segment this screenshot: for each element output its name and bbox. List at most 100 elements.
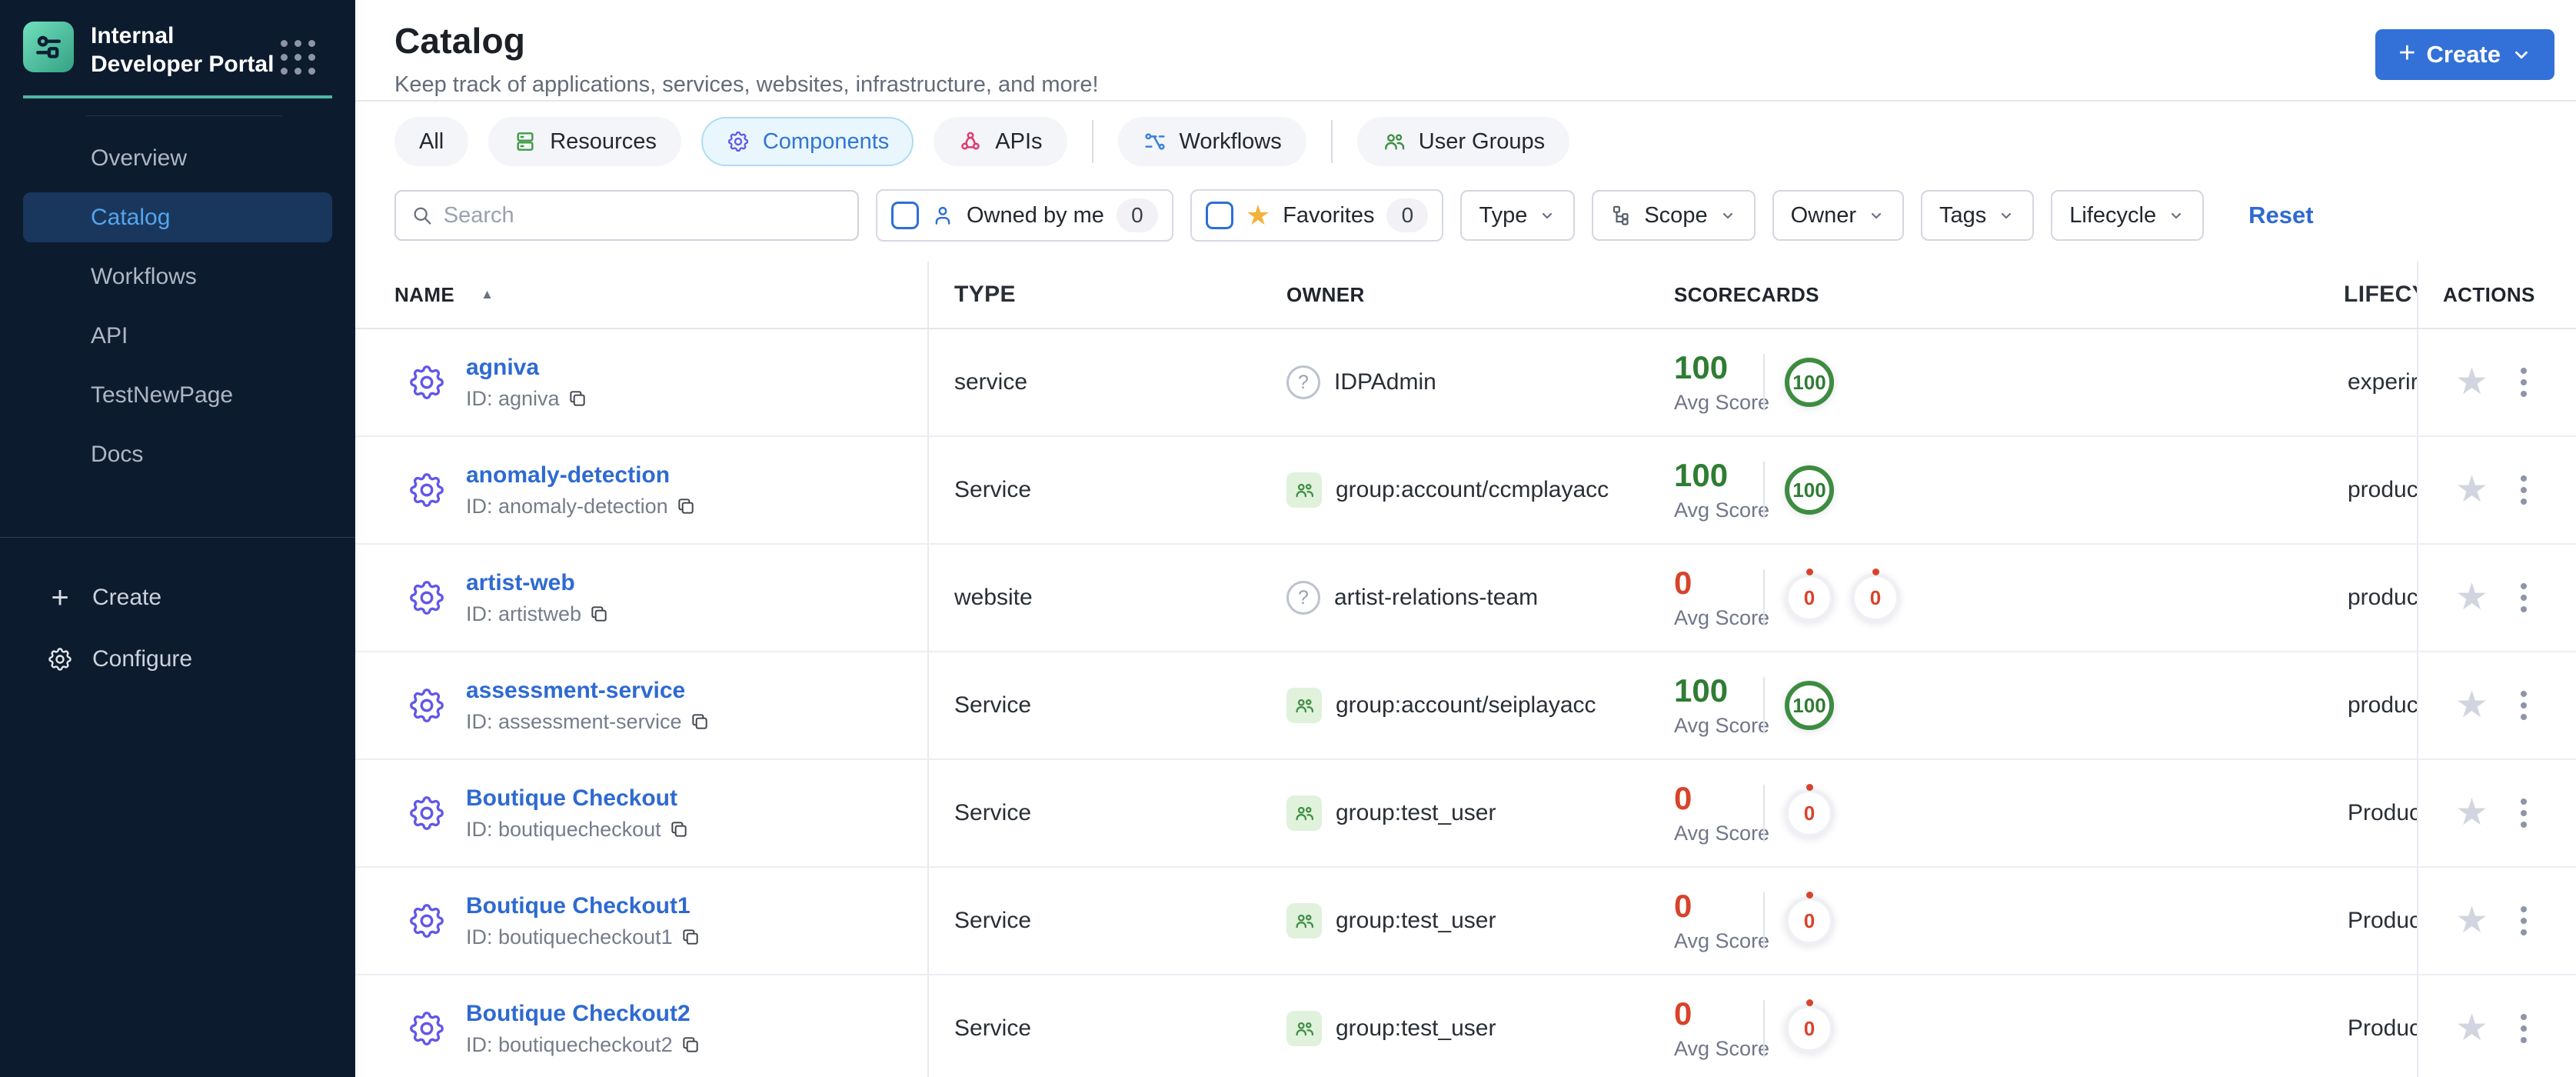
column-header-owner[interactable]: OWNER <box>1286 282 1365 306</box>
tab-user-groups[interactable]: User Groups <box>1356 117 1570 166</box>
column-header-name[interactable]: NAME ▲ <box>355 262 929 328</box>
kebab-menu-icon[interactable] <box>2516 1009 2531 1048</box>
row-name-link[interactable]: Boutique Checkout <box>466 785 677 811</box>
row-name-link[interactable]: anomaly-detection <box>466 462 671 488</box>
favorites-checkbox[interactable] <box>1205 202 1233 229</box>
copy-icon[interactable] <box>681 1035 701 1055</box>
scorecard-badge[interactable]: 100 <box>1785 358 1834 407</box>
favorite-star-icon[interactable]: ★ <box>2455 1008 2489 1049</box>
kebab-menu-icon[interactable] <box>2516 902 2531 940</box>
row-name-link[interactable]: artist-web <box>466 569 575 595</box>
table-row[interactable]: agniva ID: agniva service ? <box>355 329 2576 437</box>
page-title: Catalog <box>394 21 526 61</box>
table-row[interactable]: anomaly-detection ID: anomaly-detection … <box>355 437 2576 545</box>
sidebar-item-overview[interactable]: Overview <box>91 145 188 171</box>
row-name-link[interactable]: agniva <box>466 354 540 380</box>
row-id-line: ID: boutiquecheckout2 <box>466 1033 701 1057</box>
apps-grid-icon[interactable] <box>281 40 315 75</box>
copy-icon[interactable] <box>690 712 710 732</box>
copy-icon[interactable] <box>567 388 587 408</box>
sidebar-item-api[interactable]: API <box>91 322 128 348</box>
scorecard-badge[interactable]: 0 <box>1785 784 1834 838</box>
kebab-menu-icon[interactable] <box>2516 471 2531 509</box>
favorites-label: Favorites <box>1283 202 1375 228</box>
copy-icon[interactable] <box>676 496 696 516</box>
actions-cell: ★ <box>2418 975 2576 1077</box>
name-cell: Boutique Checkout2 ID: boutiquecheckout2 <box>355 975 929 1077</box>
table-row[interactable]: artist-web ID: artistweb website ? <box>355 545 2576 652</box>
sidebar-item-testnewpage[interactable]: TestNewPage <box>91 382 234 408</box>
tab-apis[interactable]: APIs <box>934 117 1067 166</box>
favorite-star-icon[interactable]: ★ <box>2455 362 2489 402</box>
create-button[interactable]: + Create <box>2375 29 2554 80</box>
table-row[interactable]: Boutique Checkout ID: boutiquecheckout S… <box>355 760 2576 868</box>
sidebar-item-docs[interactable]: Docs <box>91 441 144 467</box>
favorite-star-icon[interactable]: ★ <box>2455 792 2489 833</box>
tab-all[interactable]: All <box>394 117 469 166</box>
column-header-lifecycle[interactable]: LIFECYC <box>2330 262 2418 328</box>
kebab-menu-icon[interactable] <box>2516 363 2531 402</box>
tab-components[interactable]: Components <box>701 117 914 166</box>
scorecard-badge[interactable]: 0 <box>1785 569 1834 622</box>
lifecycle-dropdown[interactable]: Lifecycle <box>2051 190 2205 241</box>
table-row[interactable]: Boutique Checkout2 ID: boutiquecheckout2… <box>355 975 2576 1077</box>
sidebar-create-button[interactable]: + Create <box>0 567 355 629</box>
reset-filters-link[interactable]: Reset <box>2248 202 2314 228</box>
type-dropdown[interactable]: Type <box>1460 190 1576 241</box>
owner-dropdown[interactable]: Owner <box>1772 190 1904 241</box>
column-header-scorecards[interactable]: SCORECARDS <box>1674 282 1819 306</box>
row-name-link[interactable]: Boutique Checkout2 <box>466 1000 691 1026</box>
owner-cell: ? group:account/seiplayacc <box>1273 652 1657 759</box>
tags-dropdown[interactable]: Tags <box>1921 190 2035 241</box>
tab-resources[interactable]: Resources <box>488 117 681 166</box>
scorecard-badge[interactable]: 100 <box>1785 681 1834 730</box>
row-id: ID: boutiquecheckout2 <box>466 1032 673 1056</box>
tags-dropdown-label: Tags <box>1939 202 1987 228</box>
component-gear-icon <box>410 904 444 938</box>
favorites-filter[interactable]: ★ Favorites 0 <box>1190 189 1444 242</box>
scorecard-badge[interactable]: 0 <box>1851 569 1900 622</box>
group-owner-icon <box>1286 688 1322 723</box>
copy-icon[interactable] <box>669 819 689 839</box>
page-header: Catalog Keep track of applications, serv… <box>355 0 2576 102</box>
table-row[interactable]: Boutique Checkout1 ID: boutiquecheckout1… <box>355 868 2576 975</box>
catalog-table: NAME ▲ TYPE OWNER SCORECARDS LIFECYC ACT… <box>355 262 2576 1077</box>
owned-by-me-filter[interactable]: Owned by me 0 <box>876 189 1173 242</box>
row-name-link[interactable]: Boutique Checkout1 <box>466 892 691 919</box>
favorite-star-icon[interactable]: ★ <box>2455 577 2489 618</box>
kebab-menu-icon[interactable] <box>2516 579 2531 617</box>
search-input[interactable] <box>443 202 842 228</box>
scope-dropdown[interactable]: Scope <box>1592 190 1756 241</box>
sidebar-item-workflows[interactable]: Workflows <box>91 263 197 289</box>
favorite-star-icon[interactable]: ★ <box>2455 685 2489 725</box>
table-row[interactable]: assessment-service ID: assessment-servic… <box>355 652 2576 760</box>
sidebar-configure-button[interactable]: Configure <box>0 629 355 690</box>
avg-score-label: Avg Score <box>1674 605 1770 629</box>
scorecard-badge[interactable]: 0 <box>1785 999 1834 1053</box>
kebab-menu-icon[interactable] <box>2516 794 2531 832</box>
name-cell: anomaly-detection ID: anomaly-detection <box>355 437 929 543</box>
row-name-link[interactable]: assessment-service <box>466 677 686 703</box>
row-lifecycle: produc <box>2348 477 2418 502</box>
owned-by-me-checkbox[interactable] <box>891 202 919 229</box>
name-wrap: artist-web ID: artistweb <box>466 570 609 626</box>
scorecard-badge[interactable]: 0 <box>1785 892 1834 945</box>
table-body: agniva ID: agniva service ? <box>355 329 2576 1077</box>
favorite-star-icon[interactable]: ★ <box>2455 900 2489 941</box>
entity-tabs: All Resources Components <box>355 102 2576 178</box>
copy-icon[interactable] <box>589 604 609 624</box>
column-header-type[interactable]: TYPE <box>954 282 1016 307</box>
row-owner-label: artist-relations-team <box>1334 585 1539 610</box>
server-icon <box>517 132 534 151</box>
favorite-star-icon[interactable]: ★ <box>2455 469 2489 510</box>
brand: Internal Developer Portal <box>0 0 355 78</box>
kebab-menu-icon[interactable] <box>2516 686 2531 725</box>
actions-cell: ★ <box>2418 329 2576 435</box>
owner-dropdown-label: Owner <box>1790 202 1856 228</box>
copy-icon[interactable] <box>681 927 701 947</box>
scorecard-badge[interactable]: 100 <box>1785 465 1834 515</box>
tab-workflows[interactable]: Workflows <box>1117 117 1306 166</box>
score-divider <box>1763 354 1765 411</box>
sidebar-item-catalog[interactable]: Catalog <box>23 192 332 242</box>
name-wrap: Boutique Checkout ID: boutiquecheckout <box>466 785 689 842</box>
